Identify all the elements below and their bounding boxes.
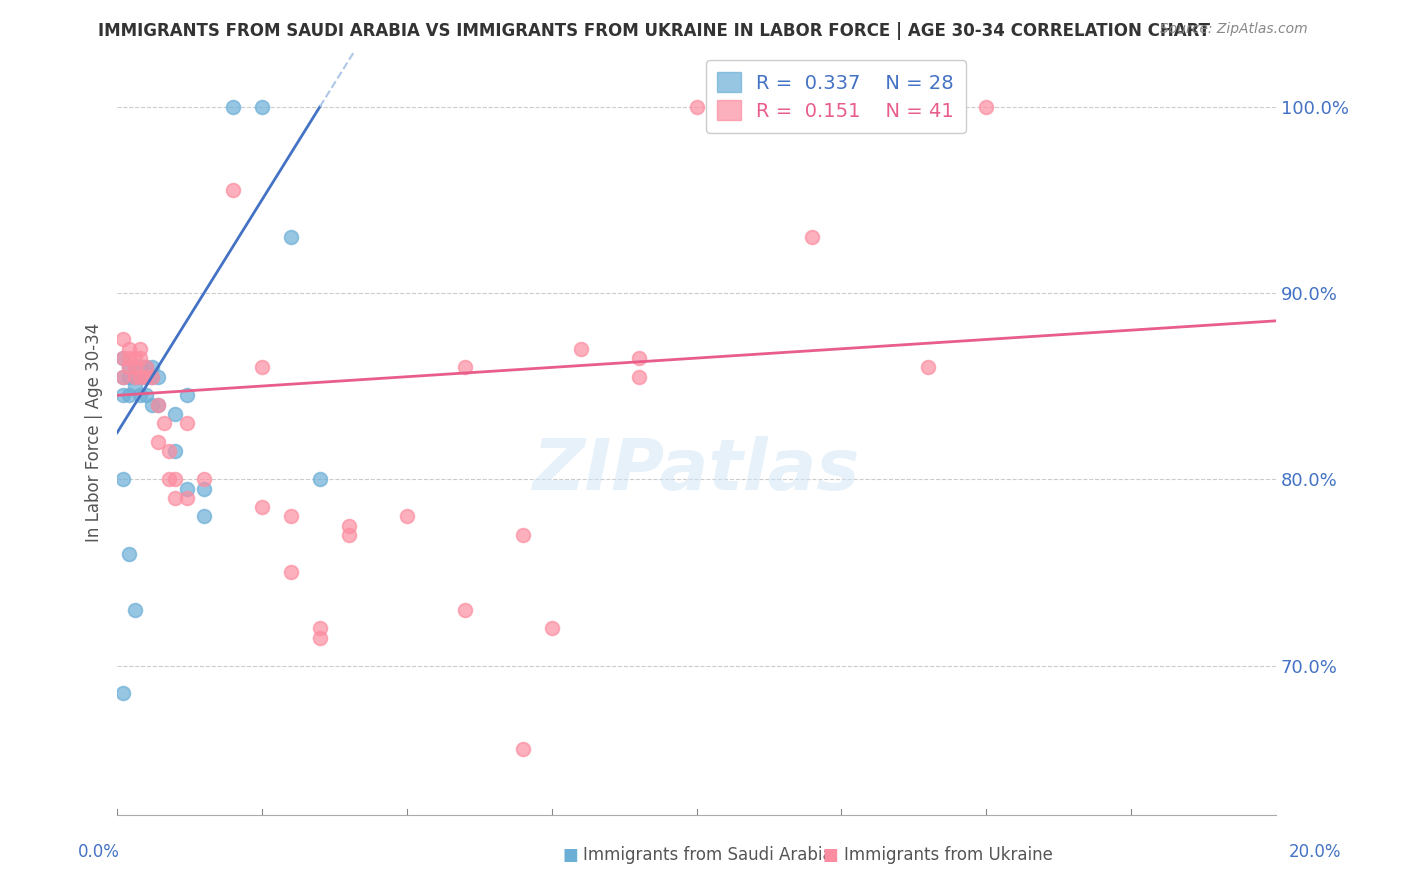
- Point: [280, 509, 302, 524]
- Text: ZIPatlas: ZIPatlas: [533, 436, 860, 505]
- Point: [222, 183, 245, 197]
- Point: [129, 360, 152, 375]
- Point: [193, 509, 215, 524]
- Point: [193, 482, 215, 496]
- Point: [395, 509, 418, 524]
- Point: [157, 444, 180, 458]
- Point: [118, 547, 141, 561]
- Text: 0.0%: 0.0%: [77, 843, 120, 861]
- Point: [146, 369, 169, 384]
- Point: [129, 388, 152, 402]
- Point: [111, 369, 134, 384]
- Text: ■: ■: [562, 846, 578, 863]
- Point: [124, 360, 146, 375]
- Point: [152, 417, 174, 431]
- Point: [454, 360, 477, 375]
- Point: [124, 602, 146, 616]
- Point: [118, 388, 141, 402]
- Point: [135, 388, 157, 402]
- Point: [118, 360, 141, 375]
- Point: [118, 369, 141, 384]
- Point: [193, 472, 215, 486]
- Point: [111, 388, 134, 402]
- Point: [111, 351, 134, 365]
- Point: [111, 686, 134, 700]
- Point: [129, 369, 152, 384]
- Point: [124, 379, 146, 393]
- Point: [129, 342, 152, 356]
- Point: [111, 351, 134, 365]
- Point: [124, 369, 146, 384]
- Point: [111, 472, 134, 486]
- Point: [540, 621, 562, 635]
- Point: [165, 472, 187, 486]
- Point: [250, 360, 273, 375]
- Text: IMMIGRANTS FROM SAUDI ARABIA VS IMMIGRANTS FROM UKRAINE IN LABOR FORCE | AGE 30-: IMMIGRANTS FROM SAUDI ARABIA VS IMMIGRAN…: [98, 22, 1211, 40]
- Point: [337, 528, 360, 542]
- Point: [135, 360, 157, 375]
- Point: [627, 351, 650, 365]
- Point: [280, 566, 302, 580]
- Point: [118, 351, 141, 365]
- Point: [165, 407, 187, 421]
- Point: [309, 472, 332, 486]
- Point: [129, 351, 152, 365]
- Point: [309, 621, 332, 635]
- Point: [124, 369, 146, 384]
- Point: [141, 398, 163, 412]
- Text: 20.0%: 20.0%: [1288, 843, 1341, 861]
- Legend: R =  0.337    N = 28, R =  0.151    N = 41: R = 0.337 N = 28, R = 0.151 N = 41: [706, 61, 966, 133]
- Point: [569, 342, 592, 356]
- Point: [135, 360, 157, 375]
- Point: [157, 472, 180, 486]
- Y-axis label: In Labor Force | Age 30-34: In Labor Force | Age 30-34: [86, 323, 103, 542]
- Point: [176, 417, 198, 431]
- Point: [337, 518, 360, 533]
- Point: [118, 342, 141, 356]
- Point: [512, 528, 534, 542]
- Point: [135, 369, 157, 384]
- Point: [141, 369, 163, 384]
- Point: [974, 99, 997, 113]
- Point: [454, 602, 477, 616]
- Text: Immigrants from Ukraine: Immigrants from Ukraine: [844, 846, 1053, 863]
- Point: [250, 99, 273, 113]
- Point: [280, 230, 302, 244]
- Point: [141, 369, 163, 384]
- Point: [685, 99, 707, 113]
- Point: [250, 500, 273, 515]
- Text: Immigrants from Saudi Arabia: Immigrants from Saudi Arabia: [583, 846, 834, 863]
- Point: [512, 742, 534, 756]
- Point: [176, 482, 198, 496]
- Point: [165, 444, 187, 458]
- Point: [917, 360, 939, 375]
- Point: [176, 491, 198, 505]
- Point: [124, 351, 146, 365]
- Point: [176, 388, 198, 402]
- Point: [165, 491, 187, 505]
- Text: ■: ■: [823, 846, 838, 863]
- Point: [124, 360, 146, 375]
- Point: [627, 369, 650, 384]
- Point: [118, 360, 141, 375]
- Point: [146, 398, 169, 412]
- Point: [135, 369, 157, 384]
- Point: [111, 333, 134, 347]
- Point: [146, 398, 169, 412]
- Point: [111, 369, 134, 384]
- Point: [309, 631, 332, 645]
- Point: [801, 230, 824, 244]
- Point: [222, 99, 245, 113]
- Point: [141, 360, 163, 375]
- Point: [146, 434, 169, 449]
- Point: [744, 99, 766, 113]
- Point: [129, 369, 152, 384]
- Text: Source: ZipAtlas.com: Source: ZipAtlas.com: [1160, 22, 1308, 37]
